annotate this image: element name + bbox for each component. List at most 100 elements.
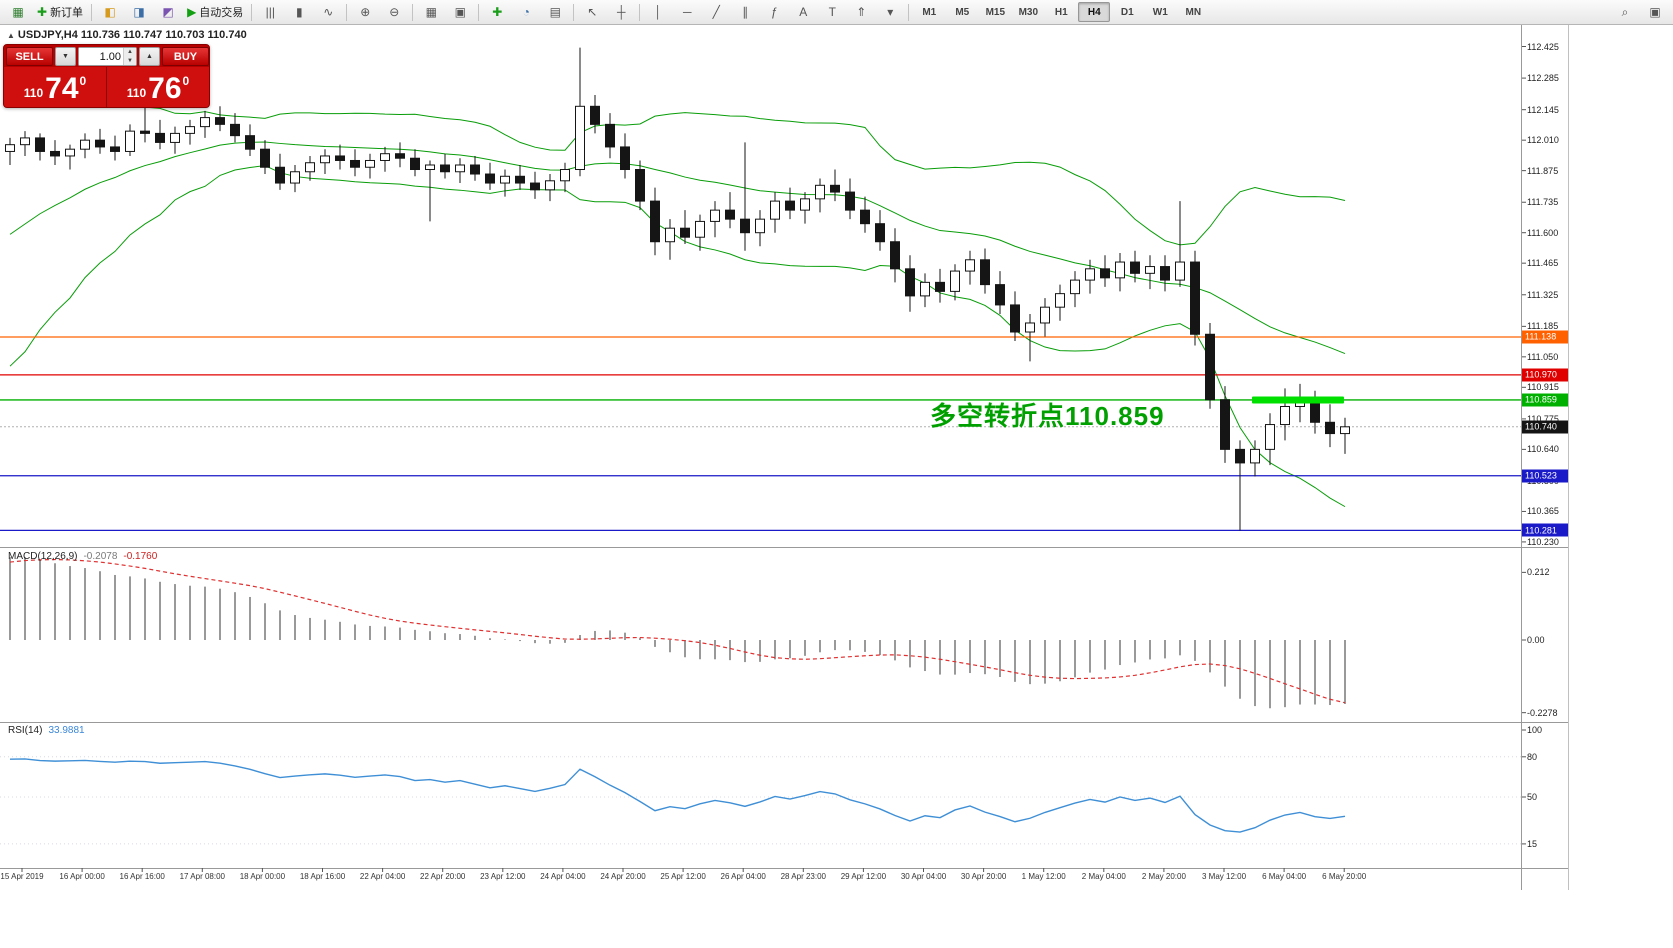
cursor-tool-button[interactable]: ↖ (578, 1, 606, 23)
macd-panel (9, 557, 1346, 709)
buy-price-main: 76 (148, 72, 182, 105)
timeframe-mn-button[interactable]: MN (1185, 6, 1202, 18)
spinner-down-icon[interactable]: ▼ (124, 56, 136, 65)
timeframe-m1-button[interactable]: M1 (922, 6, 937, 18)
time-axis-label: 17 Apr 08:00 (179, 872, 225, 881)
fibonacci-tool-button[interactable]: ƒ (760, 1, 788, 23)
time-axis-label: 22 Apr 04:00 (359, 872, 406, 881)
volume-box: ▲ ▼ (78, 47, 137, 66)
level-price-badge: 110.859 (1522, 393, 1568, 407)
price-scale-label: 111.185 (1527, 321, 1559, 332)
zoom-in-button[interactable]: ⊕ (351, 1, 379, 23)
time-axis-label: 2 May 20:00 (1141, 872, 1186, 881)
timeframe-h1-button[interactable]: H1 (1054, 6, 1068, 18)
macd-scale-label: -0.2278 (1527, 707, 1558, 718)
indicators-button[interactable]: ✚ (483, 1, 511, 23)
horizontal-line-tool-button[interactable]: ─ (673, 1, 701, 23)
level-price-badge: 110.970 (1522, 368, 1568, 382)
macd-scale-label: 0.00 (1527, 635, 1545, 645)
volume-increase-button[interactable]: ▲ (139, 47, 160, 66)
level-price-badge: 110.281 (1522, 523, 1568, 537)
macd-name: MACD(12,26,9) (8, 551, 78, 562)
buy-price-display[interactable]: 110 76 0 (107, 67, 209, 107)
trendline-tool-icon: ╱ (712, 5, 720, 19)
rsi-line (9, 758, 1346, 833)
periods-button[interactable]: ◔ (512, 1, 540, 23)
buy-button[interactable]: BUY (162, 47, 209, 66)
timeframe-m5-button[interactable]: M5 (955, 6, 970, 18)
price-scale-label: 111.875 (1527, 165, 1559, 176)
shapes-dropdown-button[interactable]: ▾ (876, 1, 904, 23)
pivot-highlight-segment[interactable] (1252, 396, 1344, 404)
indicators-icon: ✚ (492, 5, 503, 19)
zoom-out-button[interactable]: ⊖ (380, 1, 408, 23)
navigator-button[interactable]: ◩ (154, 1, 182, 23)
time-axis-label: 30 Apr 04:00 (900, 872, 947, 881)
new-chart-button[interactable]: ▦ (4, 1, 32, 23)
volume-input[interactable] (79, 48, 123, 65)
grid-button[interactable]: ▦ (417, 1, 445, 23)
symbol-ohlc-text: USDJPY,H4 110.736 110.747 110.703 110.74… (17, 29, 247, 41)
fibonacci-tool-icon: ƒ (770, 5, 778, 19)
new-order-button[interactable]: ✚ 新订单 (33, 1, 87, 23)
label-tool-button[interactable]: T (818, 1, 846, 23)
arrange-charts-button[interactable]: ▣ (446, 1, 474, 23)
new-window-button[interactable]: ▣ (1641, 1, 1669, 23)
timeframe-h4-button[interactable]: H4 (1078, 2, 1111, 22)
trendline-tool-button[interactable]: ╱ (702, 1, 730, 23)
autotrading-button[interactable]: ▶ 自动交易 (183, 1, 247, 23)
volume-spinner: ▲ ▼ (123, 48, 136, 65)
sell-price-prefix: 110 (23, 86, 44, 100)
timeframe-m30-button[interactable]: M30 (1018, 6, 1039, 18)
time-axis-label: 25 Apr 12:00 (660, 872, 706, 881)
macd-scale-label: 0.212 (1527, 567, 1550, 578)
toolbar-separator (412, 3, 414, 21)
bar-chart-mode-button[interactable]: ||| (256, 1, 284, 23)
search-icon: ⌕ (1621, 4, 1629, 19)
arrow-tool-icon: ⇑ (856, 5, 867, 19)
macd-value-main: -0.2078 (83, 551, 118, 562)
spinner-up-icon[interactable]: ▲ (124, 48, 136, 57)
sell-button[interactable]: SELL (6, 47, 53, 66)
collapse-icon[interactable]: ▲ (7, 31, 15, 40)
timeframe-m15-button[interactable]: M15 (985, 6, 1006, 18)
text-tool-button[interactable]: A (789, 1, 817, 23)
cursor-tool-icon: ↖ (587, 5, 598, 19)
templates-button[interactable]: ▤ (541, 1, 569, 23)
market-watch-button[interactable]: ◧ (96, 1, 124, 23)
vertical-line-tool-button[interactable]: │ (644, 1, 672, 23)
data-window-button[interactable]: ◨ (125, 1, 153, 23)
timeframe-d1-button[interactable]: D1 (1120, 6, 1134, 18)
sell-price-display[interactable]: 110 74 0 (4, 67, 106, 107)
price-scale-label: 112.285 (1527, 73, 1559, 84)
time-axis-label: 26 Apr 04:00 (720, 872, 766, 881)
toolbar-separator (91, 3, 93, 21)
line-chart-mode-icon: ∿ (323, 5, 334, 19)
price-scale-label: 111.465 (1527, 258, 1559, 269)
line-chart-mode-button[interactable]: ∿ (314, 1, 342, 23)
toolbar-separator (251, 3, 253, 21)
search-button[interactable]: ⌕ (1611, 1, 1639, 23)
time-axis-label: 28 Apr 23:00 (780, 872, 826, 881)
periods-icon: ◔ (522, 5, 530, 19)
crosshair-tool-button[interactable]: ┼ (607, 1, 635, 23)
timeframe-w1-button[interactable]: W1 (1152, 6, 1168, 18)
candlestick-mode-button[interactable]: ▮ (285, 1, 313, 23)
panel-frame (0, 25, 1569, 890)
level-price-badge: 110.523 (1522, 469, 1568, 483)
pivot-annotation-text[interactable]: 多空转折点110.859 (930, 401, 1165, 431)
arrow-tool-button[interactable]: ⇑ (847, 1, 875, 23)
time-axis-label: 16 Apr 16:00 (119, 872, 165, 881)
time-axis-label: 24 Apr 20:00 (600, 872, 646, 881)
shapes-dropdown-icon: ▾ (887, 5, 894, 19)
rsi-scale-label: 100 (1527, 725, 1543, 735)
chart-title: ▲ USDJPY,H4 110.736 110.747 110.703 110.7… (7, 29, 247, 41)
price-scale-label: 111.050 (1527, 351, 1559, 362)
channel-tool-button[interactable]: ∥ (731, 1, 759, 23)
volume-decrease-button[interactable]: ▼ (55, 47, 76, 66)
buy-price-sup: 0 (182, 74, 190, 88)
bar-chart-mode-icon: ||| (265, 5, 275, 19)
rsi-label: RSI(14) 33.9881 (8, 725, 85, 736)
price-scale-label: 112.145 (1527, 104, 1559, 115)
